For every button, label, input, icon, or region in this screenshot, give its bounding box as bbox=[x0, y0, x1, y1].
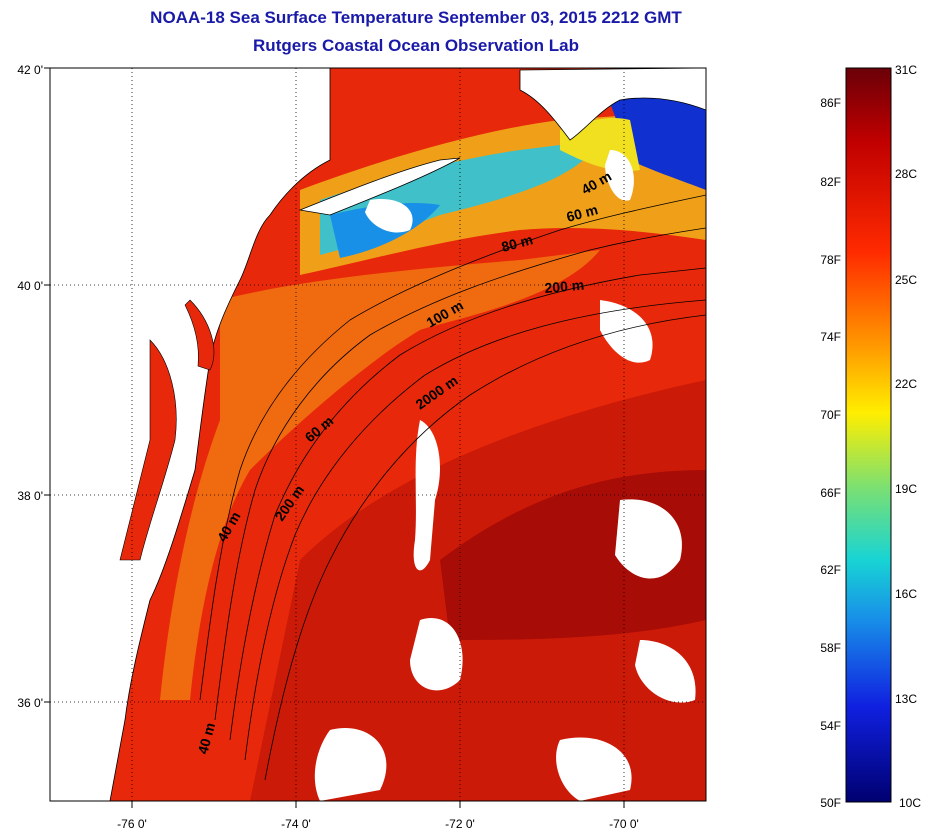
bathymetry-contours bbox=[199, 194, 706, 781]
long-island bbox=[298, 157, 461, 216]
cloud-patch bbox=[365, 199, 413, 233]
lon-tick-label: -72 0' bbox=[445, 817, 475, 831]
shelf-warm-band bbox=[160, 250, 600, 700]
lat-tick-label: 38 0' bbox=[17, 489, 43, 503]
colorbar-c-label: 19C bbox=[895, 482, 917, 496]
contour-label: 60 m bbox=[565, 201, 600, 225]
lat-tick-label: 40 0' bbox=[17, 279, 43, 293]
mainland bbox=[50, 68, 331, 801]
contour-label: 40 m bbox=[194, 721, 218, 756]
lat-tick-label: 42 0' bbox=[17, 63, 43, 77]
celsius-scale: 31C 28C 25C 22C 19C 16C 13C 10C bbox=[895, 63, 921, 810]
colorbar-f-label: 54F bbox=[820, 719, 841, 733]
colorbar-f-label: 62F bbox=[820, 563, 841, 577]
colorbar-c-label: 16C bbox=[895, 587, 917, 601]
colorbar-c-label: 28C bbox=[895, 167, 917, 181]
colorbar-c-label: 31C bbox=[895, 63, 917, 77]
colorbar-c-label: 10C bbox=[899, 796, 921, 810]
colorbar-c-label: 13C bbox=[895, 692, 917, 706]
new-england-coast bbox=[519, 68, 706, 141]
map-subtitle: Rutgers Coastal Ocean Observation Lab bbox=[253, 36, 579, 55]
colorbar-f-label: 50F bbox=[820, 796, 841, 810]
graticule bbox=[50, 68, 706, 801]
colorbar-c-label: 25C bbox=[895, 273, 917, 287]
cloud-patch bbox=[605, 150, 634, 201]
contour-label: 200 m bbox=[544, 277, 585, 296]
chesapeake-bay bbox=[119, 339, 177, 561]
cloud-patch bbox=[314, 728, 387, 801]
colorbar-c-label: 22C bbox=[895, 377, 917, 391]
colorbar-f-label: 78F bbox=[820, 253, 841, 267]
map-title: NOAA-18 Sea Surface Temperature Septembe… bbox=[150, 8, 682, 27]
colorbar-f-label: 86F bbox=[820, 96, 841, 110]
contour-label: 80 m bbox=[500, 231, 535, 255]
lon-tick-label: -74 0' bbox=[281, 817, 311, 831]
colorbar-f-label: 74F bbox=[820, 330, 841, 344]
colorbar-f-label: 82F bbox=[820, 175, 841, 189]
cool-eddy bbox=[330, 203, 440, 258]
map-frame bbox=[49, 67, 707, 802]
cloud-patch bbox=[600, 300, 653, 363]
lon-tick-label: -70 0' bbox=[609, 817, 639, 831]
cloud-patch bbox=[615, 499, 682, 579]
colorbar-f-label: 70F bbox=[820, 408, 841, 422]
cloud-patch bbox=[556, 737, 632, 801]
colorbar-f-label: 66F bbox=[820, 486, 841, 500]
delaware-bay bbox=[184, 299, 215, 371]
fahrenheit-scale: 86F 82F 78F 74F 70F 66F 62F 58F 54F 50F bbox=[820, 96, 841, 810]
lat-tick-label: 36 0' bbox=[17, 696, 43, 710]
cloud-patch bbox=[635, 640, 696, 703]
colorbar-f-label: 58F bbox=[820, 641, 841, 655]
lon-tick-label: -76 0' bbox=[117, 817, 147, 831]
colorbar bbox=[845, 67, 892, 803]
axis-ticks bbox=[44, 67, 625, 808]
sst-field bbox=[50, 68, 706, 801]
cloud-patch bbox=[410, 618, 463, 691]
